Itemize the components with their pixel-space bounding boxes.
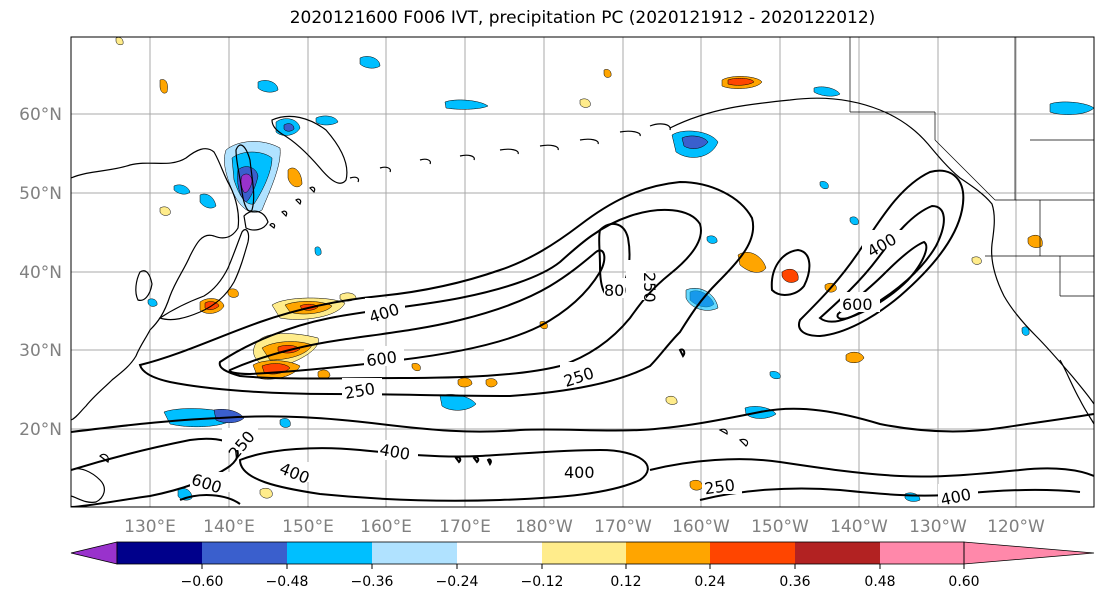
colorbar-segment: [202, 542, 287, 564]
lon-label: 160°E: [360, 517, 412, 537]
lon-label: 160°W: [672, 517, 730, 537]
colorbar-tick: −0.12: [521, 574, 564, 590]
colorbar-segment: [542, 542, 626, 564]
colorbar-tick: −0.24: [436, 574, 479, 590]
lat-label: 60°N: [19, 105, 62, 125]
colorbar-segment: [372, 542, 457, 564]
colorbar-segment: [287, 542, 372, 564]
colorbar-tick: −0.60: [181, 574, 224, 590]
colorbar-extend-right: [963, 541, 1095, 565]
colorbar-extend-left: [70, 541, 118, 565]
colorbar-segment: [457, 542, 542, 564]
lat-label: 30°N: [19, 341, 62, 361]
colorbar-segment: [795, 542, 880, 564]
gridlines: [71, 37, 1094, 507]
colorbar-segment: [710, 542, 795, 564]
lon-label: 180°W: [515, 517, 573, 537]
latitude-labels: 60°N 50°N 40°N 30°N 20°N: [19, 105, 62, 440]
lon-label: 150°W: [751, 517, 809, 537]
lat-label: 40°N: [19, 263, 62, 283]
colorbar-tick: −0.36: [351, 574, 394, 590]
lon-label: 130°W: [909, 517, 967, 537]
colorbar-segment: [626, 542, 710, 564]
colorbar-tick: 0.60: [948, 574, 979, 590]
colorbar-tick: 0.48: [864, 574, 895, 590]
lon-label: 140°W: [830, 517, 888, 537]
lon-label: 170°E: [439, 517, 491, 537]
political-boundaries: [849, 37, 1094, 297]
lat-label: 20°N: [19, 420, 62, 440]
lon-label: 140°E: [203, 517, 255, 537]
lat-label: 50°N: [19, 184, 62, 204]
contour-label: 600: [842, 295, 873, 314]
lon-label: 120°W: [987, 517, 1045, 537]
map-border: [70, 36, 1095, 508]
lon-label: 150°E: [282, 517, 334, 537]
colorbar-tick: 0.12: [610, 574, 641, 590]
contour-label: 250: [640, 272, 659, 303]
coastlines: [71, 97, 1094, 503]
colorbar: −0.60 −0.48 −0.36 −0.24 −0.12 0.12 0.24 …: [70, 541, 1095, 590]
colorbar-tick: 0.36: [779, 574, 810, 590]
contour-label: 400: [564, 463, 595, 482]
map-title: 2020121600 F006 IVT, precipitation PC (2…: [289, 8, 876, 28]
contour-label: 600: [365, 347, 398, 370]
colorbar-segment: [880, 542, 964, 564]
precip-negative-shading: [147, 56, 1094, 502]
contour-label: 250: [703, 475, 736, 498]
colorbar-tick: 0.24: [694, 574, 725, 590]
lon-label: 130°E: [124, 517, 176, 537]
lon-label: 170°W: [594, 517, 652, 537]
longitude-labels: 130°E 140°E 150°E 160°E 170°E 180°W 170°…: [124, 517, 1045, 537]
colorbar-tick: −0.48: [266, 574, 309, 590]
colorbar-segment: [117, 542, 202, 564]
